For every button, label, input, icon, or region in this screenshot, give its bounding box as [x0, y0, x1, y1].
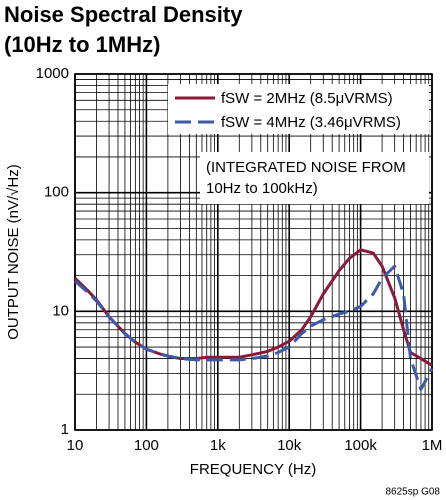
x-axis-label: FREQUENCY (Hz)	[190, 461, 316, 478]
chart-subtitle: (10Hz to 1MHz)	[4, 32, 160, 57]
y-tick-label: 10	[52, 302, 69, 319]
y-tick-label: 1000	[36, 65, 69, 82]
annotation: 10Hz to 100kHz)	[206, 180, 318, 197]
annotation: (INTEGRATED NOISE FROM	[206, 159, 406, 176]
series-line	[73, 248, 433, 367]
x-tick-label: 10	[67, 437, 84, 454]
legend-label: fSW = 2MHz (8.5μVRMS)	[221, 90, 393, 107]
series-line	[74, 264, 434, 391]
footnote: 8625sp G08	[386, 487, 441, 498]
y-axis-label: OUTPUT NOISE (nV/√Hz)	[5, 164, 22, 339]
x-tick-label: 1k	[210, 437, 226, 454]
x-tick-label: 10k	[277, 437, 302, 454]
x-tick-label: 1M	[422, 437, 443, 454]
annotation-box	[200, 152, 429, 204]
y-tick-label: 1	[61, 421, 69, 438]
legend-box	[168, 84, 429, 134]
x-tick-label: 100k	[344, 437, 377, 454]
plot-frame	[74, 73, 433, 431]
legend-label: fSW = 4MHz (3.46μVRMS)	[221, 114, 401, 131]
x-tick-label: 100	[134, 437, 159, 454]
chart-title: Noise Spectral Density	[4, 2, 243, 27]
y-tick-label: 100	[44, 184, 69, 201]
